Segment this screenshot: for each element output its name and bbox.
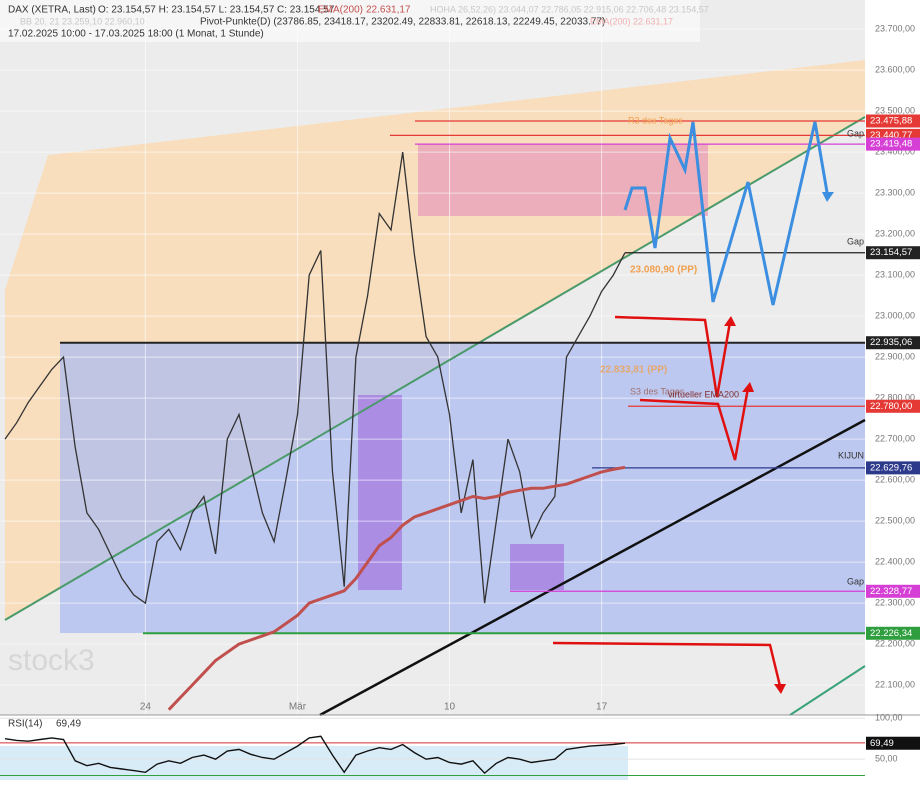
arrow-head xyxy=(742,382,754,392)
trend-line xyxy=(789,665,866,716)
annotation: 22.833,81 (PP) xyxy=(600,365,667,376)
rsi-tag xyxy=(866,736,920,750)
annotation: KIJUN xyxy=(838,450,864,460)
price-tag xyxy=(866,461,920,475)
annotation: virtueller EMA200 xyxy=(668,389,739,399)
price-tag-label: 23.475,88 xyxy=(870,116,912,127)
annotation: S3 des Tages xyxy=(630,386,685,396)
y-tick-label: 22.100,00 xyxy=(875,679,915,689)
rsi-value: 69,49 xyxy=(56,719,81,730)
scenario-arrow xyxy=(552,641,782,687)
indicator: BB 20, 21 23.259,10 22.960,10 xyxy=(20,16,145,26)
y-tick-label: 23.200,00 xyxy=(875,228,915,238)
annotation: Gap xyxy=(847,128,864,138)
ema-value: 22.631,17 xyxy=(366,5,411,16)
price-tag-label: 22.780,00 xyxy=(870,401,912,412)
symbol: DAX (XETRA, Last) xyxy=(8,5,96,16)
trend-line xyxy=(4,116,866,621)
annotation: 23.080,90 (PP) xyxy=(630,265,697,276)
trend-line xyxy=(319,418,866,717)
projection-path xyxy=(623,121,830,306)
annotation: Gap xyxy=(847,236,864,246)
y-tick-label: 50,00 xyxy=(875,754,898,764)
y-tick-label: 23.400,00 xyxy=(875,146,915,156)
rsi-name: RSI(14) xyxy=(8,719,42,730)
scenario-arrow xyxy=(639,387,750,461)
watermark: stock3 xyxy=(8,644,95,677)
rsi-line xyxy=(4,735,626,775)
y-tick-label: 100,00 xyxy=(875,713,903,723)
y-tick-label: 23.700,00 xyxy=(875,23,915,33)
price-tag xyxy=(866,246,920,260)
arrow-head xyxy=(724,316,736,326)
price-tag xyxy=(866,626,920,640)
price-line xyxy=(4,152,626,605)
price-tag-label: 22.629,76 xyxy=(870,462,912,473)
y-tick-label: 22.700,00 xyxy=(875,433,915,443)
annotation: R3 des Tages xyxy=(628,115,683,125)
annotation: Gap xyxy=(847,576,864,586)
rsi-tag-label: 69,49 xyxy=(870,738,894,749)
arrow-head xyxy=(774,684,786,694)
y-tick-label: 23.500,00 xyxy=(875,105,915,115)
y-tick-label: 23.600,00 xyxy=(875,64,915,74)
x-tick-label: 17 xyxy=(596,702,608,713)
price-tag xyxy=(866,137,920,151)
price-tag xyxy=(866,336,920,350)
price-tag xyxy=(866,584,920,598)
price-tag-label: 22.328,77 xyxy=(870,586,912,597)
price-tag-label: 22.935,06 xyxy=(870,337,912,348)
support-zone xyxy=(60,343,865,633)
range: 17.02.2025 10:00 - 17.03.2025 18:00 (1 M… xyxy=(8,29,264,40)
price-tag-label: 23.419,48 xyxy=(870,139,912,150)
price-tag xyxy=(866,114,920,128)
indicator: EMA(200) 22.631,17 xyxy=(590,16,673,26)
y-tick-label: 22.300,00 xyxy=(875,597,915,607)
y-tick-label: 22.500,00 xyxy=(875,515,915,525)
price-tag xyxy=(866,399,920,413)
y-tick-label: 22.200,00 xyxy=(875,638,915,648)
header-bg xyxy=(0,0,700,42)
y-tick-label: 23.000,00 xyxy=(875,310,915,320)
x-tick-label: 24 xyxy=(140,702,152,713)
indicator: HOHA 26,52,26) 23.044,07 22.786,05 22.91… xyxy=(430,4,709,14)
ohlc: O: 23.154,57 H: 23.154,57 L: 23.154,57 C… xyxy=(98,5,335,16)
price-tag-label: 22.226,34 xyxy=(870,628,912,639)
y-tick-label: 23.100,00 xyxy=(875,269,915,279)
ema-line xyxy=(167,465,626,711)
purple-zone xyxy=(358,395,402,590)
price-tag-label: 23.440,77 xyxy=(870,130,912,141)
y-tick-label: 22.400,00 xyxy=(875,556,915,566)
y-tick-label: 23.300,00 xyxy=(875,187,915,197)
y-tick-label: 22.900,00 xyxy=(875,351,915,361)
y-tick-label: 22.600,00 xyxy=(875,474,915,484)
pivot: Pivot-Punkte(D) (23786.85, 23418.17, 232… xyxy=(200,17,605,28)
price-tag-label: 23.154,57 xyxy=(870,247,912,258)
ema-label: EMA(200) xyxy=(318,5,363,16)
arrow-head xyxy=(822,192,834,202)
y-tick-label: 22.800,00 xyxy=(875,392,915,402)
purple-zone xyxy=(510,544,564,590)
x-tick-label: Mär xyxy=(289,702,307,713)
scenario-arrow xyxy=(614,315,732,398)
x-tick-label: 10 xyxy=(444,702,456,713)
rsi-band xyxy=(0,746,628,780)
